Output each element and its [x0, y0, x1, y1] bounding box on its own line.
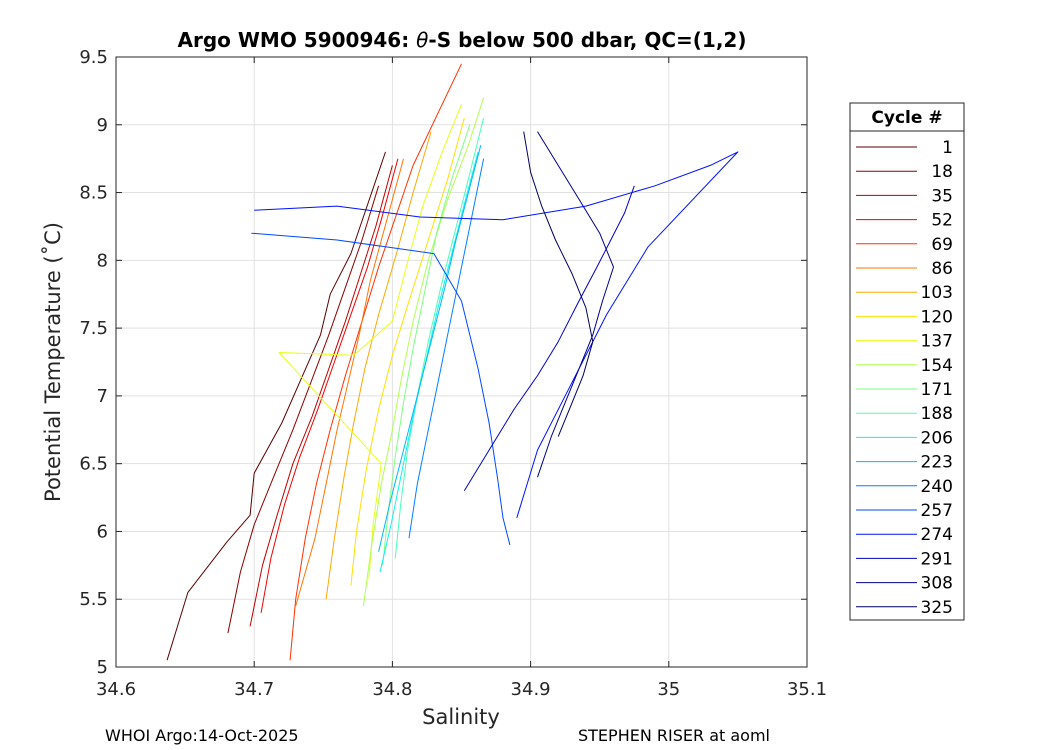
y-tick-label: 8 — [97, 250, 108, 271]
legend-label: 274 — [921, 525, 953, 545]
x-tick-label: 34.7 — [234, 679, 274, 700]
grid-lines — [116, 57, 807, 667]
y-tick-label: 9.5 — [79, 47, 108, 68]
legend-label: 257 — [921, 501, 953, 521]
legend-label: 86 — [931, 259, 953, 279]
legend-label: 188 — [921, 404, 953, 424]
axis-ticks: 34.6 34.7 34.8 34.9 35 35.1 5 5.5 6 6.5 7 7.5 8 8.5 9 9… — [79, 47, 827, 700]
series-line-cycle-274 — [254, 151, 739, 519]
legend-label: 18 — [931, 162, 953, 182]
legend-label: 137 — [921, 332, 953, 352]
y-tick-label: 6 — [97, 521, 108, 542]
x-tick-label: 34.6 — [96, 679, 136, 700]
legend-entry: 86 — [856, 259, 953, 279]
legend-label: 240 — [921, 477, 953, 497]
legend-entry: 35 — [856, 186, 953, 206]
legend-entry: 308 — [856, 574, 953, 594]
x-tick-label: 35.1 — [787, 679, 827, 700]
legend-label: 171 — [921, 380, 953, 400]
x-tick-label: 35 — [657, 679, 680, 700]
legend-entry: 18 — [856, 162, 953, 182]
legend-entry: 325 — [856, 598, 953, 618]
y-tick-label: 6.5 — [79, 454, 108, 475]
series-line-cycle-69 — [289, 63, 462, 661]
footer-left-text: WHOI Argo:14-Oct-2025 — [105, 726, 299, 745]
plot-frame — [115, 56, 808, 668]
series-line-cycle-223 — [378, 144, 482, 552]
x-tick-label: 34.8 — [372, 679, 412, 700]
legend-entry: 223 — [856, 453, 953, 473]
legend-entry: 291 — [856, 549, 953, 569]
legend-label: 69 — [931, 235, 953, 255]
x-axis-label: Salinity — [422, 705, 500, 729]
series-line-cycle-18 — [227, 185, 380, 634]
legend-entry: 103 — [856, 283, 953, 303]
legend-entry: 52 — [856, 211, 953, 231]
legend-entry: 257 — [856, 501, 953, 521]
legend-label: 291 — [921, 549, 953, 569]
series-line-cycle-1 — [166, 151, 386, 661]
series-line-cycle-188 — [394, 117, 485, 559]
legend-label: 308 — [921, 574, 953, 594]
footer-right-text: STEPHEN RISER at aoml — [578, 726, 770, 745]
series-line-cycle-35 — [249, 165, 393, 627]
y-tick-label: 5 — [97, 657, 108, 678]
legend-entry: 69 — [856, 235, 953, 255]
plot-area — [116, 57, 807, 667]
legend-entries: 1 18 35 52 69 86 103 120 137 154 171 188 206 223 240 25… — [856, 138, 953, 618]
series-line-cycle-86 — [295, 158, 404, 607]
series-line-cycle-120 — [350, 117, 465, 586]
legend-entry: 154 — [856, 356, 953, 376]
legend-label: 154 — [921, 356, 953, 376]
legend-label: 325 — [921, 598, 953, 618]
y-tick-label: 5.5 — [79, 589, 108, 610]
legend-title: Cycle # — [871, 108, 942, 128]
legend-entry: 188 — [856, 404, 953, 424]
legend: Cycle # 1 18 35 52 69 86 103 120 137 154 171 188 206… — [849, 102, 965, 621]
y-tick-label: 7 — [97, 386, 108, 407]
y-tick-label: 7.5 — [79, 318, 108, 339]
series-line-cycle-308 — [537, 131, 614, 478]
y-tick-label: 8.5 — [79, 183, 108, 204]
legend-label: 120 — [921, 307, 953, 327]
series-line-cycle-103 — [325, 131, 432, 600]
series-line-cycle-137 — [278, 104, 462, 579]
legend-label: 103 — [921, 283, 953, 303]
series-line-cycle-154 — [362, 97, 485, 607]
series-line-cycle-325 — [523, 131, 594, 437]
legend-label: 206 — [921, 428, 953, 448]
series-line-cycle-291 — [463, 185, 635, 492]
series-line-cycle-171 — [382, 124, 471, 566]
x-tick-label: 34.9 — [511, 679, 551, 700]
series-line-cycle-240 — [408, 158, 485, 539]
series-line-cycle-257 — [251, 232, 511, 546]
legend-label: 35 — [931, 186, 953, 206]
legend-entry: 274 — [856, 525, 953, 545]
legend-label: 223 — [921, 453, 953, 473]
legend-entry: 1 — [856, 138, 953, 158]
y-axis-label: Potential Temperature (˚C) — [41, 222, 65, 502]
series-line-cycle-52 — [260, 158, 399, 613]
series-group — [166, 63, 739, 661]
legend-label: 52 — [931, 211, 953, 231]
chart-title: Argo WMO 5900946: θ-S below 500 dbar, QC… — [178, 28, 747, 52]
legend-entry: 240 — [856, 477, 953, 497]
legend-entry: 137 — [856, 332, 953, 352]
legend-entry: 120 — [856, 307, 953, 327]
legend-label: 1 — [942, 138, 953, 158]
legend-entry: 171 — [856, 380, 953, 400]
y-tick-label: 9 — [97, 115, 108, 136]
legend-entry: 206 — [856, 428, 953, 448]
